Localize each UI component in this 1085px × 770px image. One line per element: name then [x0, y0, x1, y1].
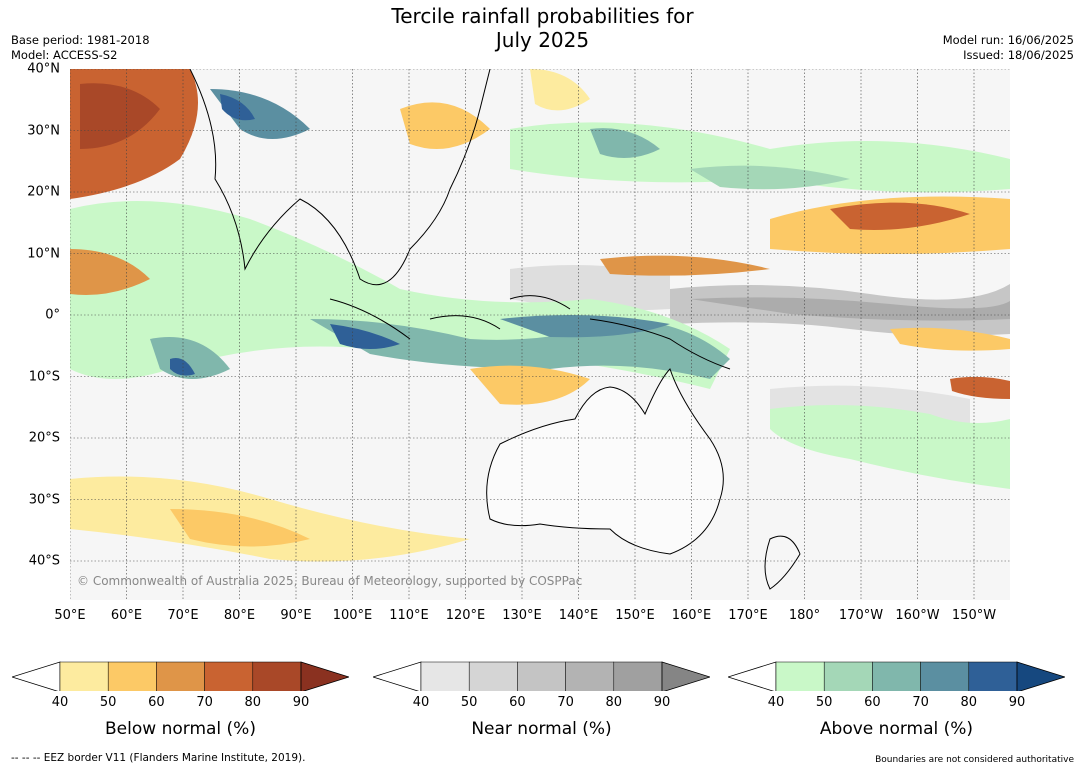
issued-date: Issued: 18/06/2025	[963, 48, 1074, 62]
colorbar-segment	[613, 661, 663, 691]
longitude-label: 110°E	[389, 608, 429, 623]
new-zealand-outline	[764, 535, 801, 590]
longitude-label: 50°E	[54, 608, 86, 623]
longitude-label: 150°E	[615, 608, 655, 623]
colorbar-tick-label: 80	[605, 695, 623, 710]
longitude-label: 80°E	[223, 608, 256, 623]
latitude-label: 40°S	[28, 553, 60, 569]
colorbar-tick-label: 70	[912, 695, 929, 710]
latitude-label: 20°N	[27, 184, 60, 200]
colorbar-tick-label: 60	[864, 695, 881, 710]
colorbar-segment	[156, 661, 205, 691]
title-line-1: Tercile rainfall probabilities for	[391, 4, 694, 28]
model-name: Model: ACCESS-S2	[11, 48, 118, 62]
longitude-label: 150°W	[951, 608, 997, 623]
colorbar-title: Near normal (%)	[471, 719, 612, 739]
colorbar-title: Below normal (%)	[105, 719, 256, 739]
colorbar-segment	[565, 661, 615, 691]
longitude-label: 70°E	[167, 608, 199, 623]
colorbar-segment	[252, 661, 302, 691]
title-line-2: July 2025	[495, 28, 590, 52]
longitude-label: 60°E	[110, 608, 143, 623]
latitude-label: 0°	[45, 307, 60, 323]
longitude-label: 160°W	[895, 608, 940, 623]
colorbar-segment	[107, 661, 157, 691]
rainfall-map	[70, 69, 1010, 600]
colorbar-segment	[59, 661, 109, 691]
latitude-label: 10°S	[28, 369, 60, 384]
colorbar-segment	[517, 661, 566, 691]
latitude-label: 10°N	[27, 246, 60, 261]
longitude-label: 170°E	[728, 608, 768, 623]
colorbar-tick-label: 40	[412, 695, 430, 710]
model-run: Model run: 16/06/2025	[942, 33, 1074, 47]
colorbar-tick-label: 70	[557, 695, 574, 710]
colorbar-tick-label: 90	[1008, 695, 1026, 710]
meta-left: Base period: 1981-2018 Model: ACCESS-S2	[11, 33, 150, 63]
meta-right: Model run: 16/06/2025 Issued: 18/06/2025	[943, 33, 1074, 63]
longitude-label: 130°E	[502, 608, 542, 623]
map-title: Tercile rainfall probabilities for July …	[0, 4, 1085, 52]
colorbar-tick-label: 40	[767, 695, 785, 710]
colorbar-segment	[204, 661, 254, 691]
colorbar-segment	[920, 661, 970, 691]
colorbar-max-extend	[661, 661, 710, 691]
colorbar-segment	[968, 661, 1018, 691]
colorbar-tick-label: 40	[51, 695, 69, 710]
latitude-label: 30°N	[27, 123, 60, 138]
longitude-label: 120°E	[445, 608, 486, 623]
below-normal-regions	[70, 69, 1010, 562]
colorbar	[728, 661, 1065, 691]
longitude-label: 100°E	[332, 608, 373, 623]
colorbar-tick-label: 50	[815, 695, 833, 710]
colorbar-tick-label: 90	[653, 695, 671, 710]
colorbar-min-extend	[728, 661, 777, 691]
latitude-label: 40°N	[27, 61, 60, 77]
latitude-label: 20°S	[28, 430, 60, 446]
colorbar-tick-label: 50	[460, 695, 478, 710]
colorbar-tick-label: 60	[509, 695, 526, 710]
graticule	[70, 69, 1010, 600]
colorbar-tick-label: 50	[99, 695, 117, 710]
colorbar-tick-label: 80	[244, 695, 262, 710]
colorbar-tick-label: 90	[292, 695, 310, 710]
colorbar-segment	[872, 661, 921, 691]
colorbar-tick-label: 80	[960, 695, 978, 710]
colorbar-tick-label: 70	[196, 695, 213, 710]
asia-coastline	[189, 69, 491, 286]
eez-footnote: -- -- -- EEZ border V11 (Flanders Marine…	[11, 752, 306, 764]
australia-outline	[486, 368, 724, 555]
colorbar-min-extend	[373, 661, 422, 691]
colorbar	[373, 661, 710, 691]
colorbar-segment	[823, 661, 873, 691]
colorbar-title: Above normal (%)	[819, 719, 974, 739]
colorbar-max-extend	[1016, 661, 1065, 691]
longitude-label: 140°E	[558, 608, 599, 623]
longitude-label: 90°E	[280, 608, 312, 623]
colorbar-segment	[420, 661, 470, 691]
longitude-label: 160°E	[671, 608, 712, 623]
colorbar	[12, 661, 349, 691]
boundary-disclaimer: Boundaries are not considered authoritat…	[875, 755, 1074, 765]
base-period: Base period: 1981-2018	[11, 33, 150, 47]
copyright-credit: © Commonwealth of Australia 2025, Bureau…	[77, 574, 583, 588]
colorbar-tick-label: 60	[148, 695, 165, 710]
colorbar-max-extend	[300, 661, 349, 691]
colorbar-segment	[468, 661, 518, 691]
longitude-label: 180°	[788, 608, 821, 623]
maritime-continent-outline	[329, 295, 731, 370]
colorbar-segment	[775, 661, 825, 691]
longitude-label: 170°W	[838, 608, 884, 623]
latitude-label: 30°S	[28, 492, 60, 507]
colorbar-min-extend	[12, 661, 61, 691]
